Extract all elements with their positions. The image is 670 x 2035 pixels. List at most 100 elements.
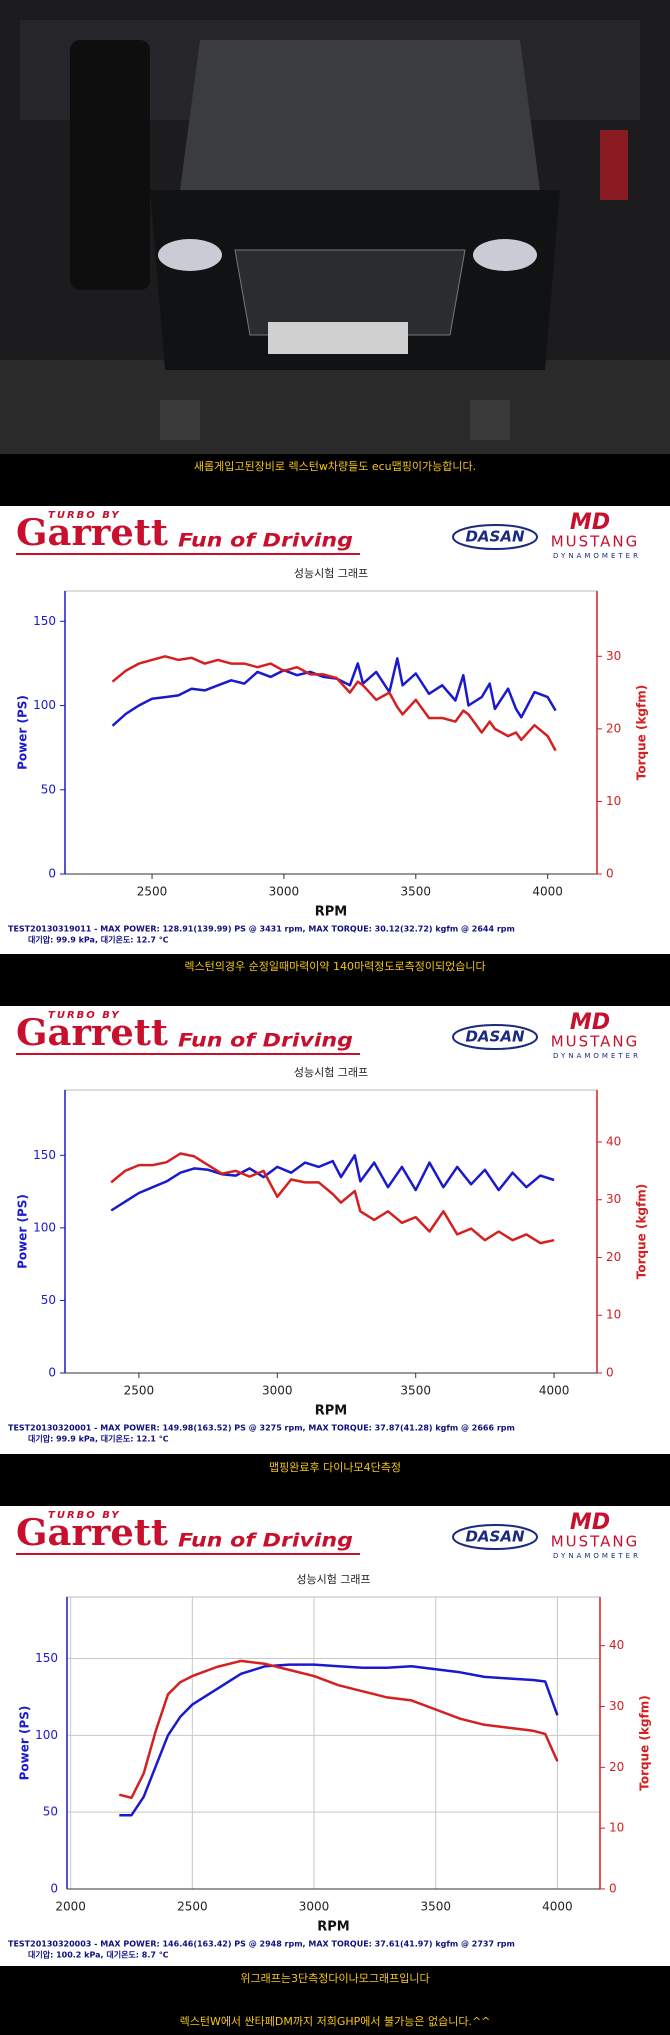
banner-slogan: Fun of Driving [178,1030,353,1052]
banner-dynamometer: DYNAMOMETER [553,1552,641,1560]
x-tick-label: 2500 [124,1384,155,1398]
y2-tick-label: 0 [609,1882,617,1896]
x-axis-label: RPM [315,905,347,920]
headlight [158,239,222,271]
footnote: TEST20130320001 - MAX POWER: 149.98(163.… [8,1424,515,1433]
banner-dasan: DASAN [465,1028,524,1046]
license-plate [268,322,408,354]
plot-area [64,1089,598,1374]
x-tick-label: 3000 [269,885,300,899]
x-tick-label: 4000 [542,1900,573,1914]
y2-tick-label: 40 [609,1638,624,1652]
photo [0,0,670,454]
chart-title: 성능시험 그래프 [294,567,368,580]
banner-dasan: DASAN [465,528,524,546]
x-tick-label: 3000 [262,1384,293,1398]
caption: 렉스턴W에서 싼타페DM까지 저희GHP에서 불가능은 없습니다.^^ [180,2015,491,2028]
y-tick-label: 150 [35,1651,58,1665]
x-tick-label: 4000 [539,1384,570,1398]
axis-label: Torque (kgfm) [638,1695,652,1790]
banner-md: MD [570,1010,610,1035]
y-tick-label: 50 [41,1293,56,1307]
y-tick-label: 150 [33,614,56,628]
x-tick-label: 4000 [532,885,563,899]
y2-tick-label: 10 [606,794,621,808]
banner-garrett: Garrett [16,1012,168,1054]
banner-mustang: MUSTANG [551,1033,640,1051]
axis-label: Torque (kgfm) [635,685,649,780]
banner-mustang: MUSTANG [551,533,640,551]
y2-tick-label: 40 [606,1134,621,1148]
series-line [111,657,557,727]
y2-tick-label: 30 [606,649,621,663]
footnote: TEST20130319011 - MAX POWER: 128.91(139.… [8,925,515,934]
y-tick-label: 0 [48,867,56,881]
banner-garrett: Garrett [16,512,168,554]
y-tick-label: 50 [43,1805,58,1819]
banner-slogan: Fun of Driving [178,530,353,552]
axis-label: Power (PS) [18,1706,32,1781]
series-line [111,655,557,752]
series-line [118,1659,559,1800]
x-axis-label: RPM [315,1404,347,1419]
x-tick-label: 3500 [401,885,432,899]
y-tick-label: 50 [41,782,56,796]
series-line [110,1154,555,1212]
footnote: 대기압: 99.9 kPa, 대기온도: 12.1 ℃ [28,1434,169,1444]
dasan-badge [452,524,538,550]
axis-label: Power (PS) [16,695,30,770]
lift-pad [470,400,510,440]
series-line [110,1152,555,1245]
dasan-badge [452,1524,538,1550]
banner-turbo-by: TURBO BY [48,510,121,521]
y-tick-label: 100 [33,1220,56,1234]
banner-garrett: Garrett [16,1512,168,1554]
x-tick-label: 3500 [400,1384,431,1398]
y2-tick-label: 20 [609,1760,624,1774]
x-tick-label: 2500 [177,1900,208,1914]
banner-md: MD [570,1510,610,1535]
caption: 렉스턴의경우 순정일때마력이약 140마력정도로측정이되었습니다 [184,959,485,973]
footnote: TEST20130320003 - MAX POWER: 146.46(163.… [8,1940,515,1949]
y2-tick-label: 30 [606,1192,621,1206]
banner-turbo-by: TURBO BY [48,1010,121,1021]
y2-tick-label: 0 [606,867,614,881]
y-tick-label: 100 [35,1728,58,1742]
y2-tick-label: 10 [606,1308,621,1322]
banner-slogan: Fun of Driving [178,1530,353,1552]
series-line [119,1663,559,1817]
banner-dynamometer: DYNAMOMETER [553,1052,641,1060]
caption: 위그래프는3단측정다이나모그래프입니다 [240,1972,429,1985]
hood [180,40,540,190]
plot-area [66,1596,601,1890]
banner-turbo-by: TURBO BY [48,1510,121,1521]
lift-pad [160,400,200,440]
grille [234,249,466,336]
y-tick-label: 0 [50,1882,58,1896]
y-tick-label: 150 [33,1148,56,1162]
y-tick-label: 0 [48,1366,56,1380]
x-tick-label: 3500 [420,1900,451,1914]
plot-area [64,590,598,875]
banner-dynamometer: DYNAMOMETER [553,552,641,560]
caption: 새롭게입고된장비로 렉스턴w차량들도 ecu맵핑이가능합니다. [194,460,476,473]
chart-title: 성능시험 그래프 [296,1573,370,1586]
axis-label: Torque (kgfm) [635,1184,649,1279]
y2-tick-label: 30 [609,1699,624,1713]
dasan-badge [452,1024,538,1050]
caption: 맵핑완료후 다이나모4단측정 [269,1461,401,1474]
footnote: 대기압: 100.2 kPa, 대기온도: 8.7 ℃ [28,1950,169,1960]
x-tick-label: 3000 [299,1900,330,1914]
tires [70,40,150,290]
banner-dasan: DASAN [465,1528,524,1546]
y-tick-label: 100 [33,698,56,712]
x-tick-label: 2500 [137,885,168,899]
chart-title: 성능시험 그래프 [294,1066,368,1079]
axis-label: Power (PS) [16,1194,30,1269]
floor [0,360,670,454]
x-axis-label: RPM [317,1920,349,1935]
x-tick-label: 2000 [55,1900,86,1914]
y2-tick-label: 10 [609,1821,624,1835]
